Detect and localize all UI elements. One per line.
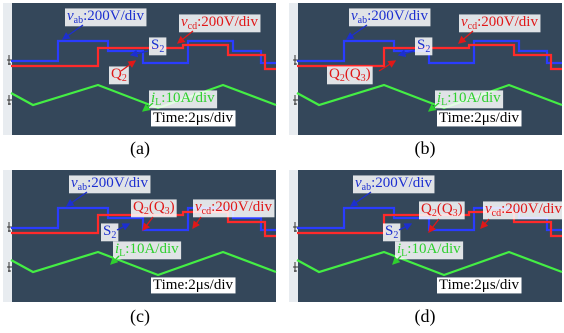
scope-edge bbox=[289, 170, 298, 302]
scope-edge bbox=[3, 3, 12, 135]
scope-edge bbox=[289, 3, 298, 135]
annotation-part: :200V/div bbox=[211, 199, 272, 215]
annotation-part: (Q bbox=[149, 199, 165, 215]
annotation-part: :200V/div bbox=[83, 8, 144, 24]
annotation-part: :10A/div bbox=[125, 241, 179, 257]
annotation-part: :10A/div bbox=[447, 90, 501, 106]
annotation-part: Time:2μs/div bbox=[439, 110, 520, 126]
annotation: Time:2μs/div bbox=[153, 277, 234, 293]
panel-label: (b) bbox=[415, 138, 436, 159]
annotation-part: :200V/div bbox=[371, 175, 432, 191]
annotation-part: 2 bbox=[425, 44, 430, 55]
annotation-part: ) bbox=[366, 66, 371, 82]
annotation-part: cd bbox=[492, 208, 501, 219]
annotation-part: :200V/div bbox=[197, 14, 258, 30]
annotation-part: Q bbox=[329, 66, 340, 82]
annotation-part: 2 bbox=[393, 230, 398, 241]
annotation-part: Q bbox=[133, 199, 144, 215]
panel: vab:200V/divvcd:200V/divS2Q2iL:10A/divTi… bbox=[3, 3, 276, 135]
annotation-part: S bbox=[103, 223, 111, 239]
annotation-part: :200V/div bbox=[367, 8, 428, 24]
annotation-part: S bbox=[151, 37, 159, 53]
annotation-part: 2 bbox=[111, 230, 116, 241]
annotation-part: :200V/div bbox=[501, 201, 562, 217]
annotation-part: cd bbox=[202, 206, 211, 217]
panel: vab:200V/divQ2(Q3)vcd:200V/divS2iL:10A/d… bbox=[289, 170, 564, 302]
annotation: Time:2μs/div bbox=[439, 277, 520, 293]
annotation-part: 2 bbox=[122, 73, 127, 84]
annotation-part: :200V/div bbox=[87, 175, 148, 191]
panel-label: (a) bbox=[130, 138, 150, 159]
annotation-part: ) bbox=[458, 201, 463, 217]
annotation-part: ab bbox=[78, 182, 87, 193]
annotation: Time:2μs/div bbox=[153, 110, 234, 126]
panel: vab:200V/divQ2(Q3)vcd:200V/divS2iL:10A/d… bbox=[3, 170, 276, 302]
annotation: iL:10A/div bbox=[397, 241, 461, 259]
panel-label: (d) bbox=[415, 306, 436, 327]
figure: vab:200V/divvcd:200V/divS2Q2iL:10A/divTi… bbox=[0, 0, 564, 333]
annotation-part: Time:2μs/div bbox=[439, 277, 520, 293]
scope-edge bbox=[3, 170, 12, 302]
panel-label: (c) bbox=[130, 306, 150, 327]
annotation-part: :10A/div bbox=[161, 90, 215, 106]
annotation-part: ) bbox=[170, 199, 175, 215]
annotation-part: S bbox=[417, 37, 425, 53]
annotation-part: S bbox=[385, 223, 393, 239]
annotation-part: Time:2μs/div bbox=[153, 110, 234, 126]
annotation-part: :10A/div bbox=[407, 241, 461, 257]
annotation-part: ab bbox=[74, 15, 83, 26]
annotation-part: cd bbox=[188, 21, 197, 32]
annotation: iL:10A/div bbox=[151, 90, 215, 108]
annotation-part: 2 bbox=[159, 44, 164, 55]
annotation-part: Q bbox=[421, 201, 432, 217]
annotation: iL:10A/div bbox=[437, 90, 501, 108]
annotation-part: (Q bbox=[345, 66, 361, 82]
annotation-part: ab bbox=[362, 182, 371, 193]
annotation-part: Time:2μs/div bbox=[153, 277, 234, 293]
annotation-part: cd bbox=[468, 21, 477, 32]
annotation-part: Q bbox=[111, 66, 122, 82]
annotation-part: :200V/div bbox=[477, 14, 538, 30]
annotation-part: (Q bbox=[437, 201, 453, 217]
annotation: iL:10A/div bbox=[115, 241, 179, 259]
annotation-part: ab bbox=[358, 15, 367, 26]
annotation: Time:2μs/div bbox=[439, 110, 520, 126]
